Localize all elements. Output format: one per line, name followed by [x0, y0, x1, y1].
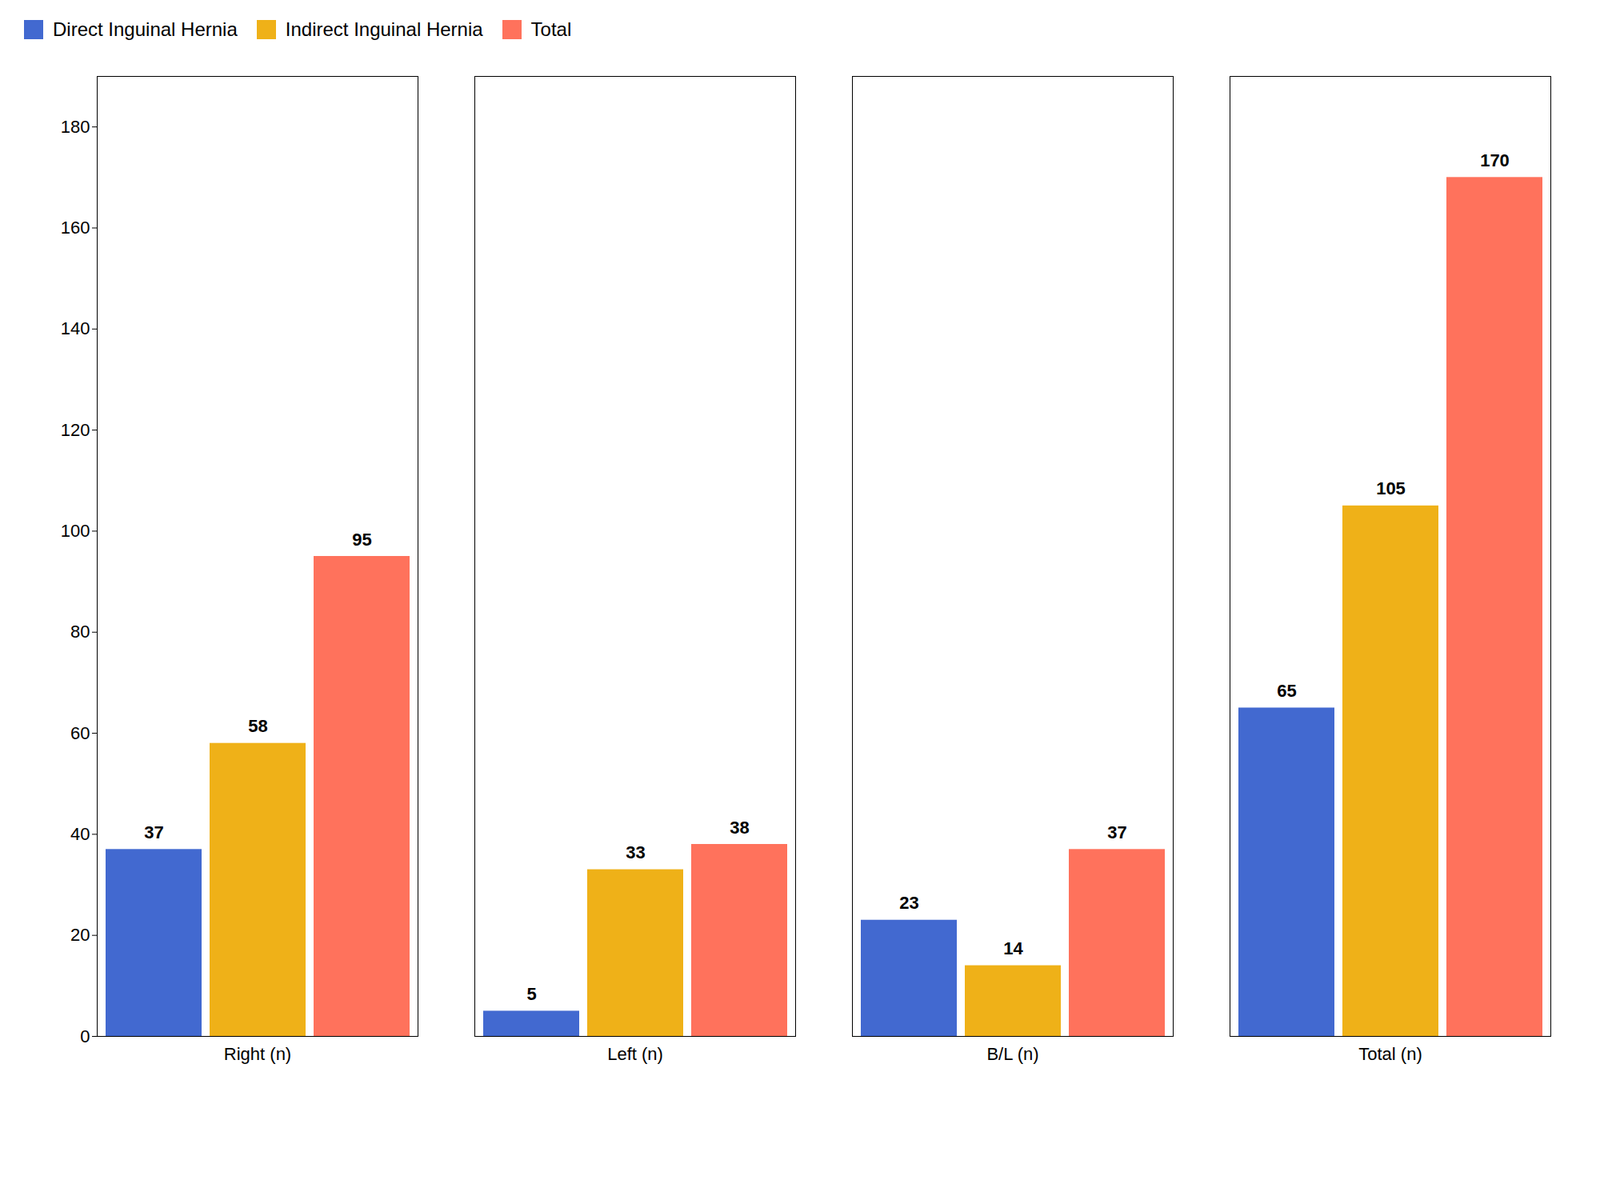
- svg-text:5: 5: [526, 984, 536, 1004]
- svg-text:65: 65: [1276, 680, 1296, 701]
- svg-text:23: 23: [899, 892, 919, 913]
- svg-text:60: 60: [70, 723, 90, 744]
- svg-text:37: 37: [144, 822, 164, 843]
- svg-text:33: 33: [625, 842, 645, 863]
- svg-text:140: 140: [60, 318, 91, 339]
- svg-text:180: 180: [60, 116, 91, 137]
- svg-text:Total (n): Total (n): [1358, 1044, 1422, 1064]
- html-text:Total: Total: [530, 18, 572, 40]
- svg-text:160: 160: [60, 217, 91, 238]
- svg-text:58: 58: [248, 716, 268, 736]
- svg-text:80: 80: [70, 621, 90, 642]
- svg-text:Left (n): Left (n): [607, 1044, 664, 1064]
- svg-text:120: 120: [60, 420, 91, 440]
- html-text:Direct Inguinal Hernia: Direct Inguinal Hernia: [52, 18, 238, 40]
- svg-text:Right (n): Right (n): [224, 1044, 292, 1064]
- svg-text:B/L (n): B/L (n): [986, 1044, 1039, 1064]
- svg-text:40: 40: [70, 824, 90, 844]
- svg-text:170: 170: [1480, 150, 1510, 171]
- svg-text:100: 100: [60, 520, 91, 541]
- svg-text:38: 38: [729, 817, 749, 838]
- svg-text:14: 14: [1003, 938, 1024, 959]
- svg-text:95: 95: [352, 529, 372, 550]
- svg-text:20: 20: [70, 924, 90, 945]
- svg-text:105: 105: [1376, 478, 1406, 499]
- svg-text:37: 37: [1107, 822, 1127, 843]
- svg-text:0: 0: [80, 1026, 90, 1047]
- html-text:Indirect Inguinal Hernia: Indirect Inguinal Hernia: [285, 18, 483, 40]
